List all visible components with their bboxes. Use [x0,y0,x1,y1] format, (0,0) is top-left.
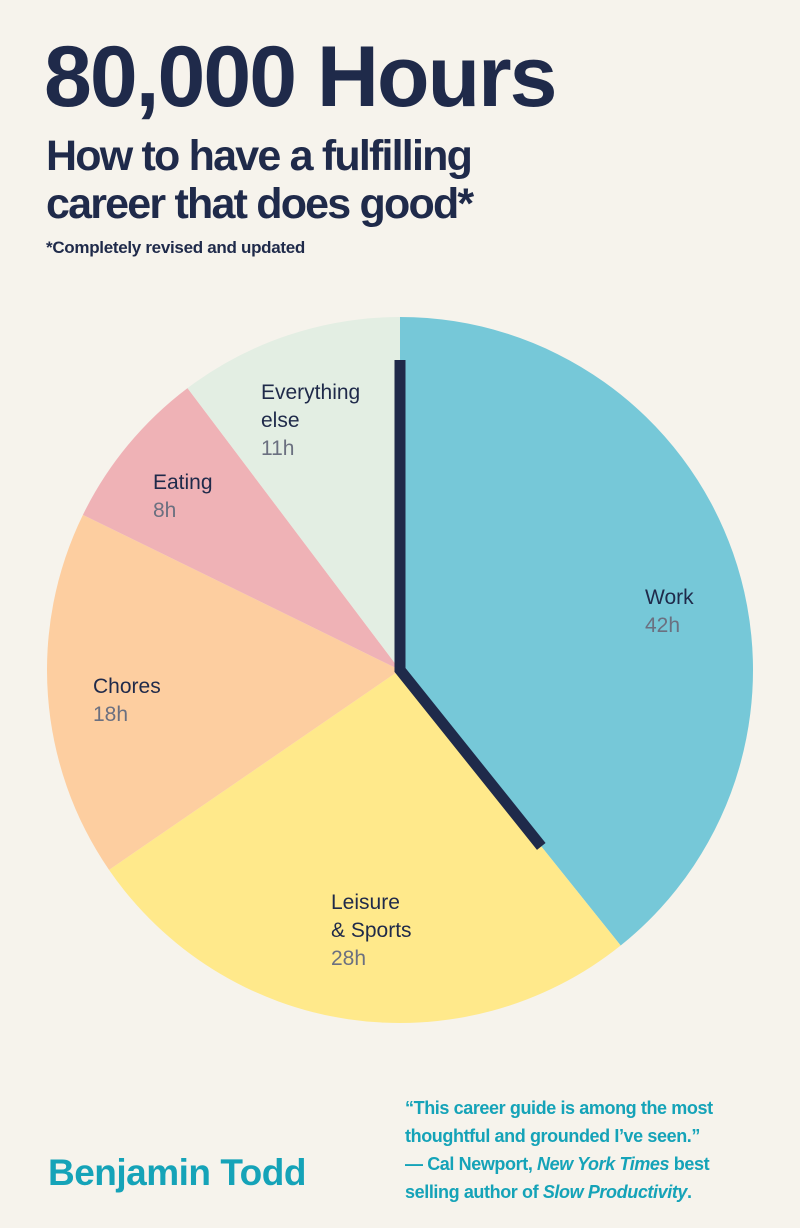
label-value: 11h [261,437,295,460]
book-title: 80,000 Hours [44,29,557,125]
quote-end: . [687,1182,692,1202]
quote-attribution: — Cal Newport, [405,1154,538,1174]
pie-slice-everything-else [187,317,400,670]
label-name: & Sports [331,919,412,942]
label-name: Eating [153,471,213,494]
book-subtitle: How to have a fulfilling career that doe… [46,132,666,228]
author-name: Benjamin Todd [48,1152,306,1193]
footnote: *Completely revised and updated [46,238,305,257]
label-leisure-sports: Leisure & Sports 28h [331,889,412,973]
label-name: else [261,409,300,432]
label-name: Chores [93,675,161,698]
pie-slice-chores [47,514,401,870]
label-value: 18h [93,703,129,726]
quote-publication: New York Times [537,1154,670,1174]
label-name: Everything [261,381,361,404]
quote-attribution: best [669,1154,710,1174]
label-name: Leisure [331,891,400,914]
subtitle-line-1: How to have a fulfilling [46,132,473,180]
endorsement-quote: “This career guide is among the most tho… [405,1094,765,1206]
label-chores: Chores 18h [93,673,161,729]
pie-slice-eating [82,388,400,670]
label-work: Work 42h [645,584,694,640]
quote-line: “This career guide is among the most [405,1098,713,1118]
quote-attribution: selling author of [405,1182,543,1202]
subtitle-line-2: career that does good* [46,180,474,228]
quote-book-title: Slow Productivity [542,1182,688,1202]
label-value: 8h [153,499,177,522]
label-name: Work [645,586,694,609]
pie-slice-leisure-sports [109,670,621,1024]
work-highlight-line [394,360,546,850]
label-everything-else: Everything else 11h [261,379,360,463]
pie-slice-work [400,317,754,946]
label-value: 28h [331,947,367,970]
label-value: 42h [645,614,681,637]
quote-line: thoughtful and grounded I’ve seen.” [405,1126,700,1146]
label-eating: Eating 8h [153,469,213,525]
